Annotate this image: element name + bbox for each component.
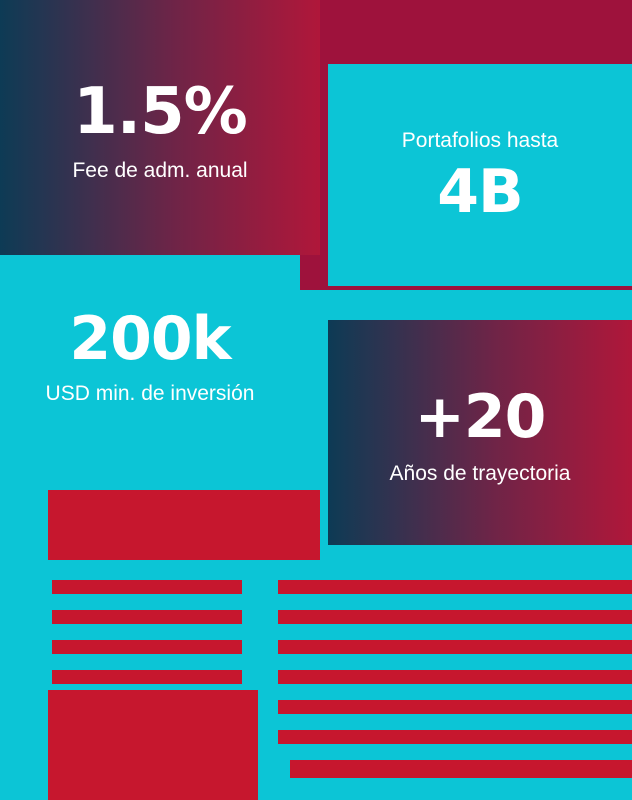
stat-value: +20 bbox=[414, 381, 547, 452]
stripe bbox=[52, 580, 242, 594]
stat-card-fee: 1.5% Fee de adm. anual bbox=[0, 0, 320, 255]
stripe bbox=[278, 610, 632, 624]
stat-label: Portafolios hasta bbox=[401, 129, 559, 153]
stat-value: 4B bbox=[437, 156, 523, 227]
bottom-red-block bbox=[48, 690, 258, 800]
stat-label: USD min. de inversión bbox=[45, 382, 255, 406]
stripe bbox=[52, 610, 242, 624]
stripe bbox=[278, 640, 632, 654]
lower-red-block bbox=[48, 490, 320, 560]
stat-label: Fee de adm. anual bbox=[72, 158, 248, 182]
left-cyan-block bbox=[0, 255, 300, 485]
stripe bbox=[290, 760, 632, 778]
stat-label: Años de trayectoria bbox=[389, 461, 571, 485]
stripe bbox=[278, 730, 632, 744]
stat-card-years: +20 Años de trayectoria bbox=[328, 320, 632, 545]
stat-card-min-investment: 200k USD min. de inversión bbox=[0, 268, 300, 448]
stripe bbox=[52, 670, 242, 684]
stat-card-portfolios: Portafolios hasta 4B bbox=[328, 64, 632, 286]
stripe bbox=[278, 700, 632, 714]
stripe bbox=[278, 580, 632, 594]
stat-value: 1.5% bbox=[73, 74, 247, 149]
stripe bbox=[52, 640, 242, 654]
stat-value: 200k bbox=[69, 304, 231, 375]
stripe bbox=[278, 670, 632, 684]
